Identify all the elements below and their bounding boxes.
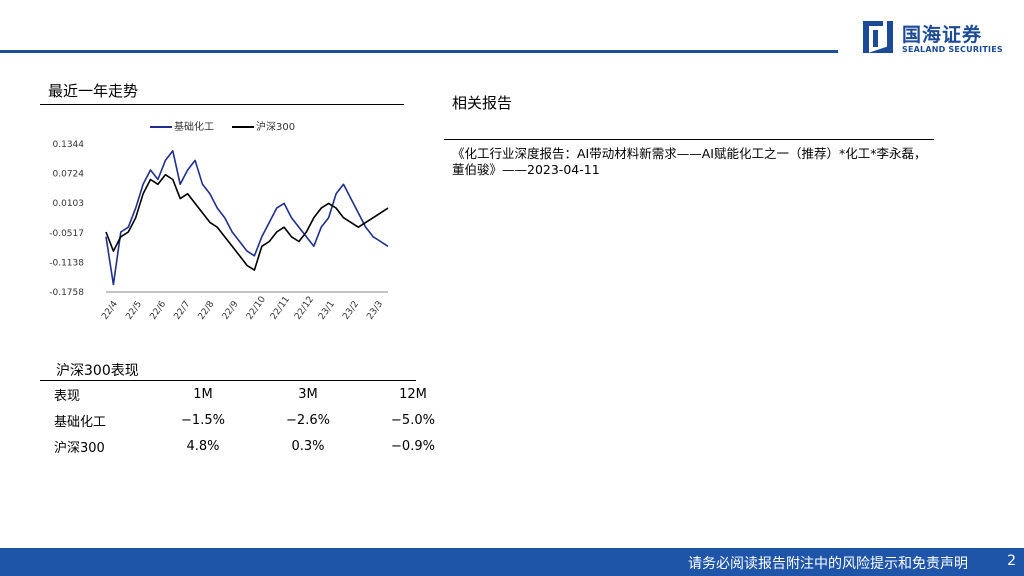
table-cell: −2.6% xyxy=(286,412,330,428)
x-tick-label: 22/12 xyxy=(293,295,316,322)
x-tick-label: 22/10 xyxy=(245,295,268,322)
trend-title-rule xyxy=(40,104,404,105)
x-axis-ticks: 22/4 22/5 22/6 22/7 22/8 22/9 22/10 22/11 22/12 2… xyxy=(100,295,385,322)
header-rule xyxy=(0,50,838,53)
trend-chart: 基础化工 沪深300 0.1344 0.0724 0.0103 -0.0517 -0.11… xyxy=(49,120,389,322)
performance-title: 沪深300表现 xyxy=(56,363,139,379)
legend-label: 基础化工 xyxy=(174,120,214,133)
y-tick-label: 0.0103 xyxy=(53,199,85,209)
x-tick-label: 22/7 xyxy=(173,299,193,321)
table-header-cell: 12M xyxy=(399,386,427,402)
table-header-cell: 3M xyxy=(298,386,318,402)
related-title: 相关报告 xyxy=(452,94,513,112)
trend-title: 最近一年走势 xyxy=(48,82,139,100)
sealand-logo-icon xyxy=(863,21,893,53)
x-tick-label: 23/3 xyxy=(365,299,385,321)
performance-table: 表现 1M 3M 12M 基础化工 −1.5% −2.6% −5.0% 沪深30… xyxy=(54,381,468,459)
legend-label: 沪深300 xyxy=(256,120,295,133)
table-header-cell: 表现 xyxy=(54,388,81,404)
logo-chinese-name: 国海证券 xyxy=(902,24,983,46)
table-header-row: 表现 1M 3M 12M xyxy=(54,381,468,407)
performance-title-rule xyxy=(40,380,416,381)
logo-english-name: SEALAND SECURITIES xyxy=(902,45,1003,54)
x-tick-label: 22/11 xyxy=(269,295,292,322)
x-tick-label: 22/8 xyxy=(197,299,217,322)
x-tick-label: 22/5 xyxy=(124,299,144,321)
chart-series xyxy=(105,150,389,286)
page-number: 2 xyxy=(1007,553,1016,569)
series-line xyxy=(105,173,389,271)
footer-disclaimer[interactable]: 请务必阅读报告附注中的风险提示和免责声明 xyxy=(688,556,968,572)
y-tick-label: -0.1758 xyxy=(49,288,84,298)
series-line xyxy=(105,150,389,286)
footer-bar: 请务必阅读报告附注中的风险提示和免责声明 2 xyxy=(0,548,1024,576)
x-tick-label: 22/9 xyxy=(221,299,241,322)
x-tick-label: 22/4 xyxy=(100,299,120,322)
x-tick-label: 23/1 xyxy=(317,299,337,321)
table-cell: −0.9% xyxy=(391,438,435,454)
table-cell: −5.0% xyxy=(391,412,435,428)
y-tick-label: -0.0517 xyxy=(49,229,84,239)
company-logo: 国海证券 SEALAND SECURITIES xyxy=(862,18,1012,58)
related-title-rule xyxy=(444,139,934,140)
table-cell: 基础化工 xyxy=(54,414,107,430)
table-header-cell: 1M xyxy=(193,386,213,402)
x-tick-label: 23/2 xyxy=(341,299,361,321)
y-axis-ticks: 0.1344 0.0724 0.0103 -0.0517 -0.1138 -0.1758 xyxy=(49,140,84,298)
table-cell: 沪深300 xyxy=(54,440,105,456)
table-cell: 4.8% xyxy=(186,438,220,454)
chart-legend: 基础化工 沪深300 xyxy=(150,120,295,133)
related-report-entry[interactable]: 《化工行业深度报告：AI带动材料新需求——AI赋能化工之一（推荐）*化工*李永磊… xyxy=(452,146,927,177)
table-row: 沪深300 4.8% 0.3% −0.9% xyxy=(54,433,468,459)
table-cell: −1.5% xyxy=(181,412,225,428)
table-row: 基础化工 −1.5% −2.6% −5.0% xyxy=(54,407,468,433)
x-tick-label: 22/6 xyxy=(148,299,168,322)
y-tick-label: -0.1138 xyxy=(49,258,84,268)
table-cell: 0.3% xyxy=(291,438,325,454)
y-tick-label: 0.1344 xyxy=(53,140,85,150)
y-tick-label: 0.0724 xyxy=(53,170,85,180)
